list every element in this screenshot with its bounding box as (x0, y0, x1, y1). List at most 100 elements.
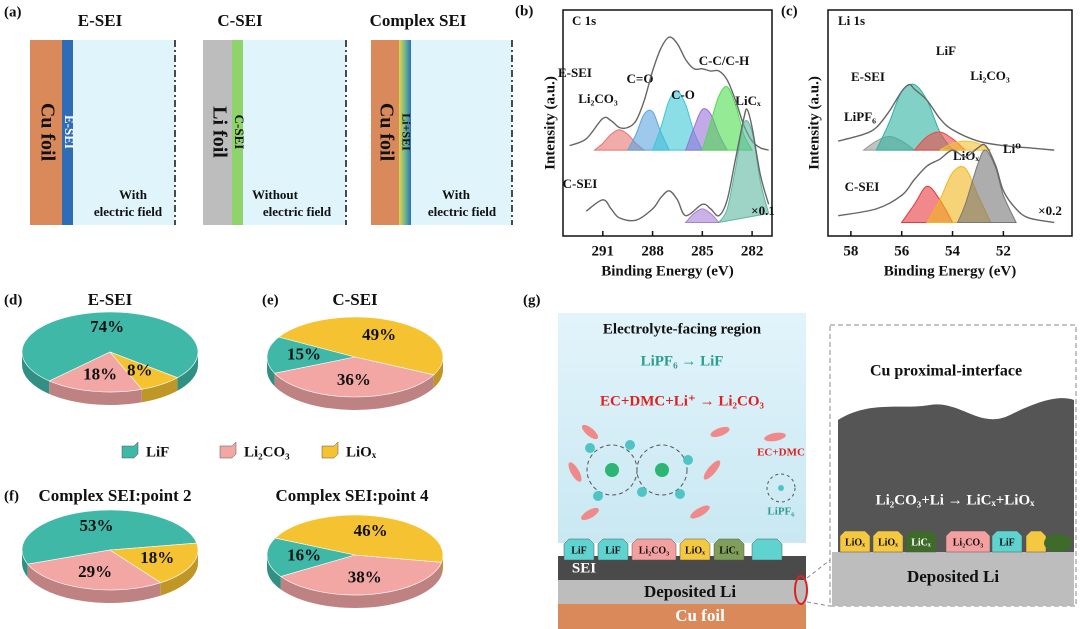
legend-swatch (121, 441, 139, 459)
pie-value-label: 38% (348, 567, 382, 586)
component-label: C-C/C-H (699, 53, 750, 68)
pie-slice (280, 554, 442, 596)
panel-label: (f) (4, 488, 19, 504)
particle (945, 530, 991, 553)
electrolyte (243, 40, 346, 225)
pie-side (22, 550, 28, 578)
zoom-line (806, 601, 831, 607)
pie-slice (48, 351, 143, 393)
y-axis-label: Intensity (a.u.) (542, 76, 558, 170)
sei-layer (232, 40, 243, 225)
spectrum-name: C-SEI (563, 176, 598, 191)
pie-slice (278, 316, 444, 376)
pie-value-label: 18% (140, 548, 174, 567)
note: electric field (263, 204, 332, 219)
particle (631, 538, 677, 561)
particle (751, 538, 783, 561)
pie-side (49, 380, 142, 405)
layer-label: Li+SEI (399, 113, 413, 151)
particle-label: LiOₓ (685, 545, 705, 556)
note: electric field (94, 204, 163, 219)
reaction: LiPF₆ → LiF (641, 353, 724, 369)
sei-layer (399, 40, 411, 225)
deposited-li (832, 552, 1074, 606)
spectrum-title: Li 1s (838, 13, 865, 28)
fit-component (956, 149, 1017, 223)
pie-side (441, 555, 443, 576)
panel-g: (g) Electrolyte-facing region LiPF₆ → Li… (523, 292, 1077, 629)
plot-frame (827, 9, 1073, 237)
component-label: Li₂CO₃ (578, 91, 618, 106)
substrate-label: Li foil (208, 106, 230, 158)
pie-value-label: 49% (362, 325, 396, 344)
deposited-li (558, 580, 806, 604)
pie-title: C-SEI (332, 290, 378, 309)
pie-value-label: 18% (83, 364, 117, 383)
particle-label: Li₂CO₃ (639, 545, 669, 556)
fit-component (717, 119, 770, 224)
pie-slice (21, 311, 199, 382)
column-title: Complex SEI (370, 11, 467, 30)
particle-label: LiOₓ (845, 537, 865, 548)
particle-label: LiCₓ (911, 537, 931, 548)
particle (563, 538, 595, 561)
component-label: Li₂CO₃ (970, 68, 1010, 83)
particle (1025, 530, 1047, 553)
panel-label: (e) (262, 292, 279, 308)
particle (679, 538, 711, 561)
zoom-marker (794, 575, 808, 605)
pie-value-label: 53% (79, 516, 113, 535)
legend-label: Li₂CO₃ (244, 444, 290, 460)
pie-side (280, 562, 442, 609)
plot-frame (562, 9, 773, 237)
spectrum-name: E-SEI (851, 69, 885, 84)
pie-side (160, 550, 198, 596)
particle (713, 538, 745, 561)
legend-swatch (219, 441, 237, 459)
component-label: Li⁰ (1003, 141, 1021, 156)
layer-label: E-SEI (62, 115, 77, 149)
legend-label: LiF (146, 444, 169, 460)
panel-label: (g) (523, 292, 541, 308)
layer-label: SEI (572, 560, 596, 576)
particle-label: LiCₓ (719, 545, 739, 556)
electrolyte (73, 40, 175, 225)
pie-slice (109, 542, 199, 584)
pie-slice (109, 351, 179, 390)
pie-value-label: 46% (354, 521, 388, 540)
panel-label: (d) (4, 292, 22, 308)
pie-value-label: 74% (90, 317, 124, 336)
note: electric field (428, 204, 497, 219)
substrate-label: Cu foil (375, 103, 397, 162)
note: With (442, 187, 471, 202)
envelope-line (585, 108, 770, 222)
component-label: LiF (936, 43, 956, 58)
pie-title: E-SEI (88, 290, 133, 309)
sei-bulk (838, 398, 1074, 552)
particle (1044, 534, 1072, 552)
layer-label: C-SEI (232, 115, 247, 150)
molecule-label: LiPF₆ (767, 506, 795, 518)
layer-label: Cu foil (675, 606, 725, 625)
panel-label: (a) (4, 4, 22, 20)
x-axis-label: Binding Energy (eV) (884, 263, 1017, 279)
scale-label: ×0.1 (751, 203, 775, 218)
layer-label: Deposited Li (907, 567, 999, 586)
component-label: C=O (627, 71, 654, 86)
pie-side (22, 352, 50, 394)
legend-swatch (321, 441, 339, 459)
particle-label: LiOₓ (878, 537, 898, 548)
particle (905, 530, 937, 553)
x-tick-label: 288 (641, 243, 664, 259)
spectrum-title: C 1s (572, 13, 596, 28)
pie-value-label: 29% (78, 562, 112, 581)
particle (839, 530, 871, 553)
y-axis-label: Intensity (a.u.) (806, 76, 822, 170)
legend-label: LiOₓ (346, 444, 377, 460)
particle (991, 530, 1023, 553)
substrate-label: Cu foil (36, 103, 58, 162)
electrolyte (411, 40, 512, 225)
fit-component (684, 208, 721, 223)
pie-side (274, 373, 434, 410)
